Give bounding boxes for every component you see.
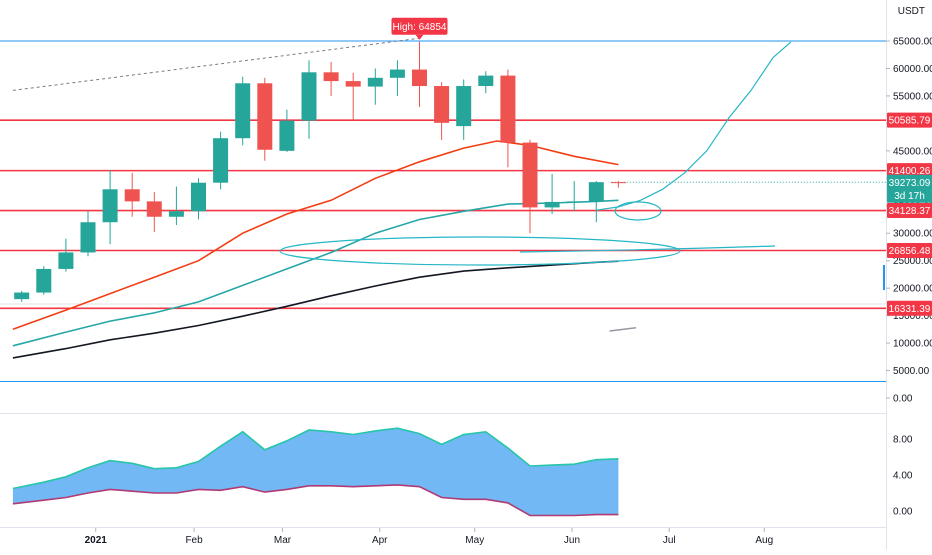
high-marker-label: High: 64854 — [393, 22, 447, 33]
time-tick-label: Feb — [185, 535, 203, 546]
candle-body — [191, 183, 206, 212]
indicator-tick-label: 4.00 — [893, 471, 913, 482]
candle-body — [412, 70, 427, 86]
candle-body — [14, 293, 29, 300]
candle-body — [324, 72, 339, 81]
price-tick-label: 45000.00 — [893, 146, 932, 157]
price-tick-label: 30000.00 — [893, 229, 932, 240]
time-tick-label: Mar — [274, 535, 292, 546]
time-tick-label: May — [465, 535, 484, 546]
candle-body — [147, 201, 162, 216]
candle-body — [169, 211, 184, 216]
candle-body — [478, 76, 493, 86]
candle-body — [589, 182, 604, 201]
price-tick-label: 65000.00 — [893, 37, 932, 48]
candle-body — [302, 72, 317, 120]
price-tick-label: 5000.00 — [893, 366, 930, 377]
price-tag-label: 39273.09 — [889, 178, 931, 189]
indicator-tick-label: 0.00 — [893, 507, 913, 518]
candle-body — [523, 143, 538, 208]
time-tick-label: Jun — [564, 535, 580, 546]
candle-body — [456, 86, 471, 126]
time-tick-label: 2021 — [85, 535, 108, 546]
candle-body — [81, 222, 96, 252]
candle-body — [434, 86, 449, 123]
header-layer: USDT — [898, 6, 925, 17]
price-tick-label: 60000.00 — [893, 64, 932, 75]
price-tag-label: 50585.79 — [889, 116, 931, 127]
candle-body — [279, 121, 294, 151]
price-tag-countdown: 3d 17h — [894, 191, 925, 202]
candle-body — [545, 202, 560, 207]
currency-label: USDT — [898, 6, 925, 17]
time-tick-label: Jul — [663, 535, 676, 546]
indicator-tick-label: 8.00 — [893, 435, 913, 446]
candle-body — [368, 78, 383, 87]
price-tick-label: 55000.00 — [893, 91, 932, 102]
candle-body — [103, 189, 118, 222]
candle-body — [58, 252, 73, 268]
candle-body — [125, 189, 140, 201]
price-tag-label: 16331.39 — [889, 304, 931, 315]
time-tick-label: Apr — [372, 535, 388, 546]
candle-body — [346, 81, 361, 86]
price-tick-label: 20000.00 — [893, 284, 932, 295]
candle-body — [500, 76, 515, 143]
candle-body — [235, 83, 250, 138]
candle-body — [611, 182, 626, 183]
time-tick-label: Aug — [755, 535, 773, 546]
price-tick-label: 0.00 — [893, 394, 913, 405]
candle-body — [257, 83, 272, 149]
candle-body — [213, 138, 228, 182]
price-tick-label: 10000.00 — [893, 339, 932, 350]
candle-body — [390, 70, 405, 78]
candle-body — [567, 201, 582, 202]
candle-body — [36, 269, 51, 293]
price-tag-label: 34128.37 — [889, 206, 931, 217]
price-tag-label: 26856.48 — [889, 246, 931, 257]
